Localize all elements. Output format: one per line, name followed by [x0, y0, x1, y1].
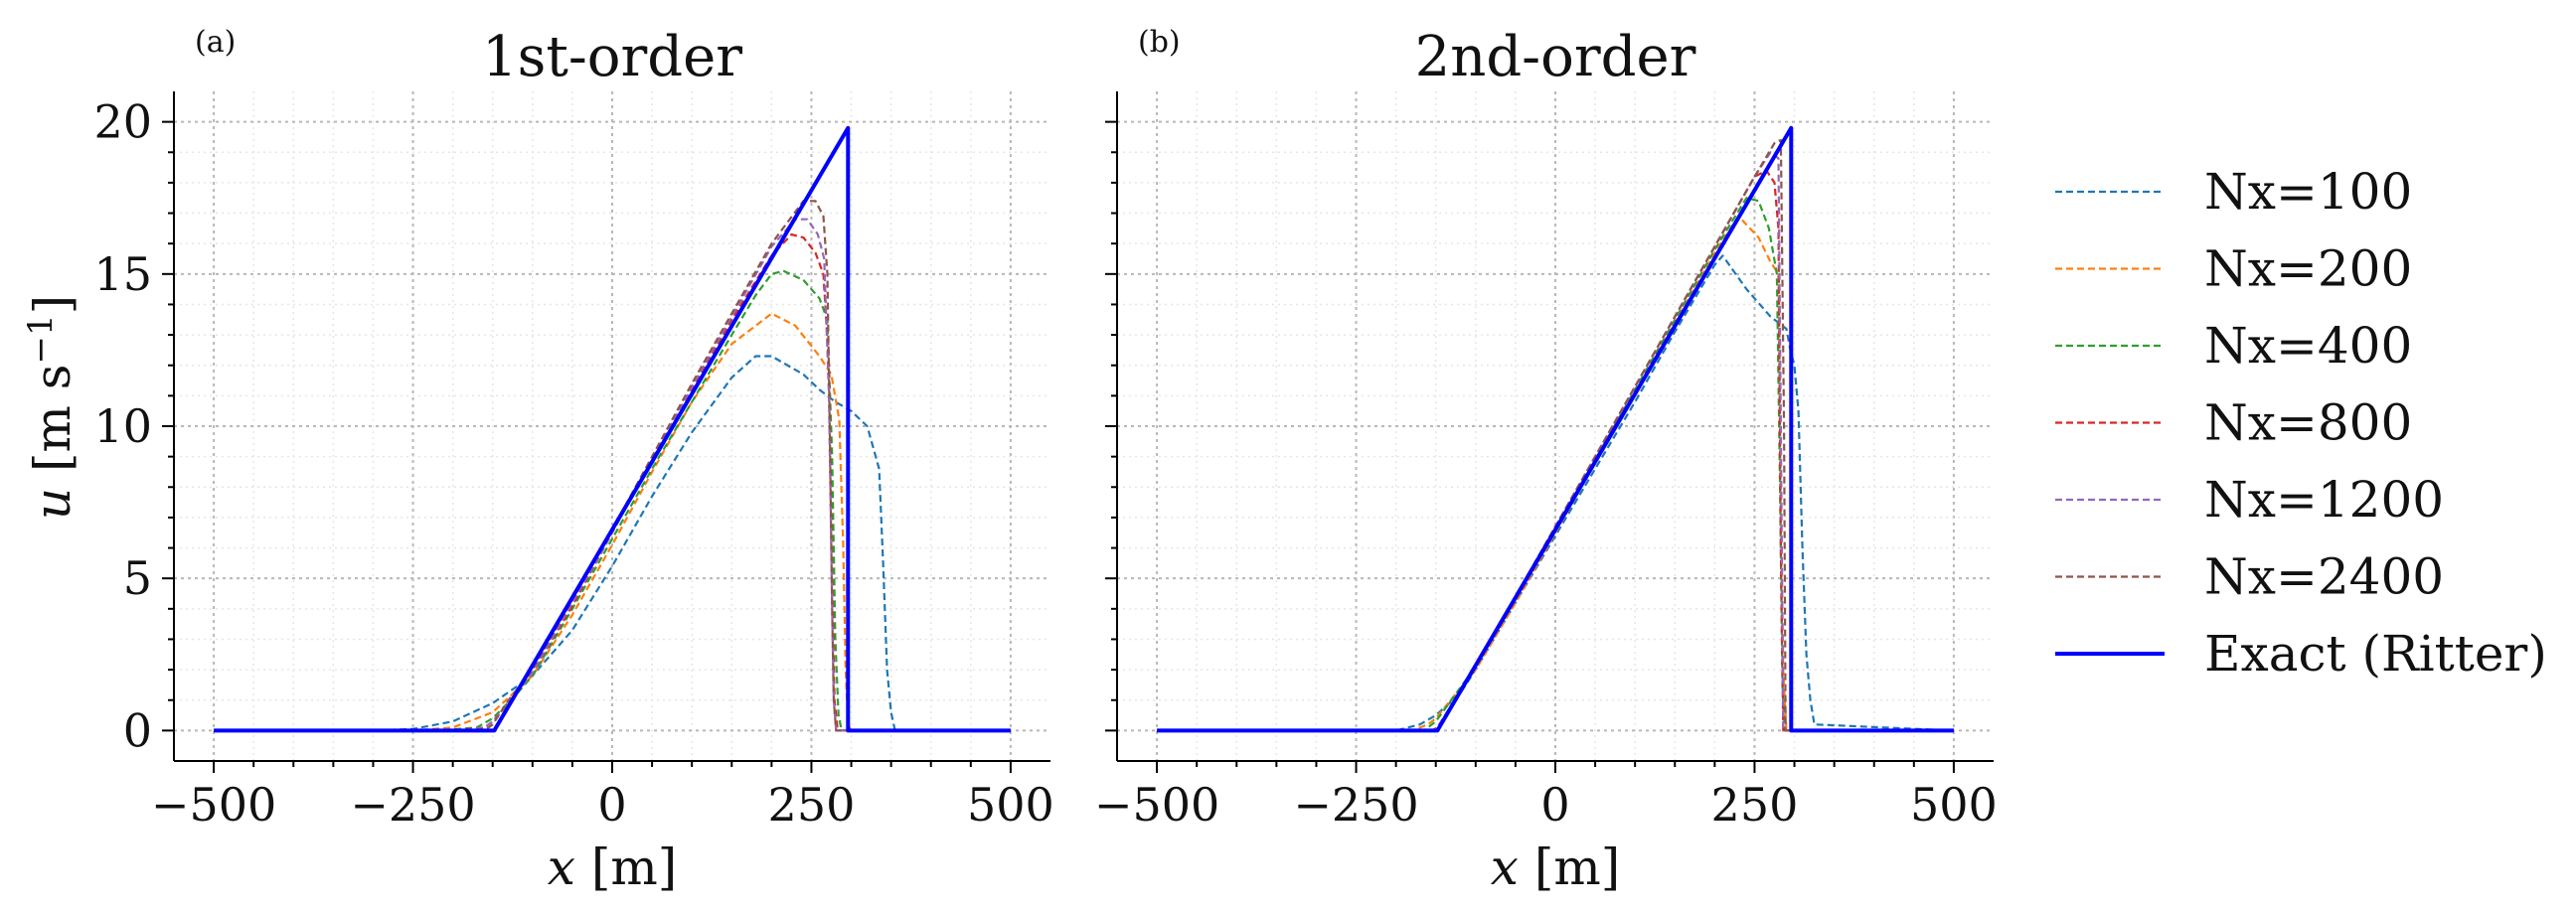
panel-b-series-exact-ritter	[1157, 125, 1954, 733]
x-tick-label: −250	[1293, 778, 1418, 832]
panel-b-xlabel-unit: [m]	[1519, 838, 1620, 896]
legend-label: Nx=1200	[2204, 471, 2444, 529]
panel-a-series-group	[214, 125, 1011, 733]
panel-a-ylabel-unit: [m s	[24, 365, 81, 472]
x-tick-label: −250	[350, 778, 475, 832]
panel-a-xlabel-unit: [m]	[575, 838, 677, 896]
legend-label: Nx=200	[2204, 240, 2412, 298]
legend: Nx=100 Nx=200 Nx=400 Nx=800 Nx=1200 Nx=2400 Ex…	[2055, 163, 2547, 683]
x-tick-label: 500	[1910, 778, 1998, 832]
y-tick-label: 20	[93, 95, 152, 149]
x-tick-label: −500	[151, 778, 276, 832]
panel-a-ticks: −500 −250 0 250 500 0 5 10 15 20	[93, 95, 1053, 832]
y-tick-label: 0	[123, 703, 152, 757]
panel-a-series-nx-200	[214, 312, 1011, 732]
panel-a-title: 1st-order	[482, 25, 742, 89]
y-tick-label: 10	[93, 399, 152, 453]
panel-b-title: 2nd-order	[1415, 25, 1696, 89]
panel-b-xlabel-var: x	[1491, 838, 1519, 896]
panel-a-ylabel-exp: −1	[21, 314, 61, 364]
panel-a-series-exact-ritter	[214, 125, 1011, 733]
panel-b-ticks: −500 −250 0 250 500	[1094, 120, 1998, 832]
x-tick-label: −500	[1094, 778, 1219, 832]
panel-a-tag: (a)	[195, 25, 236, 60]
legend-label: Nx=100	[2204, 163, 2412, 221]
panel-a-ylabel-close: ]	[24, 295, 81, 315]
y-tick-label: 5	[123, 551, 152, 605]
panel-a-series-nx-100	[214, 355, 1011, 732]
panel-b-series-group	[1157, 125, 1954, 733]
x-tick-label: 0	[597, 778, 626, 832]
legend-label: Nx=400	[2204, 317, 2412, 375]
x-tick-label: 500	[967, 778, 1054, 832]
panel-a-ylabel-var: u	[24, 488, 81, 520]
legend-label: Nx=800	[2204, 394, 2412, 452]
y-tick-label: 15	[93, 247, 152, 301]
legend-label: Exact (Ritter)	[2204, 625, 2547, 683]
panel-a-xlabel: x [m]	[548, 838, 678, 896]
panel-b-grid	[1117, 91, 1994, 761]
panel-b-xlabel: x [m]	[1491, 838, 1621, 896]
panel-a-xlabel-var: x	[548, 838, 575, 896]
panel-b: (b) 2nd-order −500 −250 0 250 500 x [m]	[1094, 25, 1998, 896]
panel-a-grid	[174, 91, 1050, 761]
panel-a-series-nx-2400	[214, 200, 1011, 732]
panel-a-ylabel: u [m s−1]	[21, 295, 81, 520]
panel-b-tag: (b)	[1138, 25, 1181, 60]
x-tick-label: 0	[1540, 778, 1569, 832]
x-tick-label: 250	[1711, 778, 1799, 832]
panel-a: (a) 1st-order −500 −250 0 250 500 0 5 10 15 20 x …	[21, 25, 1054, 896]
legend-label: Nx=2400	[2204, 548, 2444, 606]
x-tick-label: 250	[768, 778, 856, 832]
